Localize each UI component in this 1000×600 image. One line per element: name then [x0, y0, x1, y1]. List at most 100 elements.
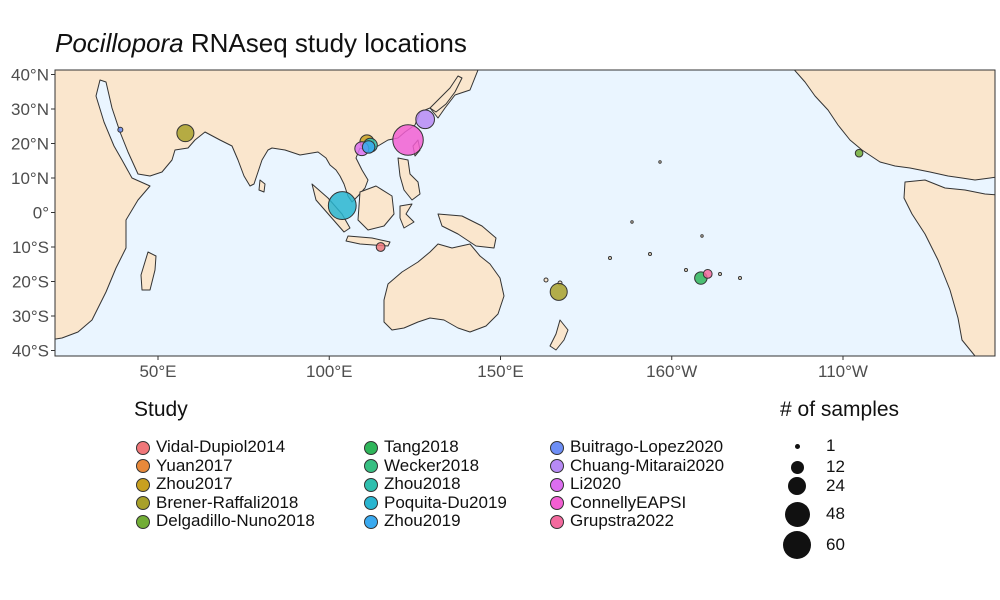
- lat-tick-label: 10°S: [12, 238, 49, 257]
- study-legend-item: Vidal-Dupiol2014: [136, 437, 285, 457]
- lat-tick-label: 30°S: [12, 307, 49, 326]
- lat-tick-label: 40°N: [11, 66, 49, 85]
- study-legend-key: [136, 514, 150, 529]
- sri-lanka: [258, 179, 266, 193]
- study-site-point: [176, 124, 195, 143]
- lat-tick-label: 40°S: [12, 342, 49, 361]
- study-legend-label: ConnellyEAPSI: [570, 492, 687, 512]
- study-legend-label: Zhou2017: [156, 474, 233, 493]
- study-legend-key: [550, 514, 564, 529]
- size-legend-dot: [783, 531, 811, 559]
- new-guinea: [437, 213, 497, 249]
- size-legend-label: 60: [826, 535, 845, 554]
- study-legend-item: Zhou2017: [136, 474, 233, 494]
- island: [543, 277, 549, 283]
- study-site-point: [854, 148, 864, 158]
- new-zealand: [549, 319, 569, 351]
- longitude-axis: 50°E 100°E 150°E 160°W 110°W: [139, 356, 868, 381]
- lon-tick-label: 150°E: [477, 362, 524, 381]
- study-legend-item: ConnellyEAPSI: [550, 493, 686, 513]
- study-legend-label: Zhou2018: [384, 474, 461, 493]
- study-legend-key: [364, 514, 378, 529]
- size-legend-label: 12: [826, 457, 845, 476]
- size-legend-label: 1: [826, 436, 836, 455]
- study-legend-item: Grupstra2022: [550, 511, 674, 531]
- study-legend-key: [550, 440, 564, 455]
- study-legend-label: Zhou2019: [384, 511, 461, 530]
- philippines: [397, 157, 421, 201]
- study-legend-key: [364, 477, 378, 492]
- japan: [429, 75, 463, 113]
- study-site-point: [392, 124, 424, 156]
- lon-tick-label: 100°E: [306, 362, 353, 381]
- lat-tick-label: 10°N: [11, 169, 49, 188]
- lon-tick-label: 50°E: [139, 362, 176, 381]
- study-legend-key: [136, 459, 150, 474]
- study-legend-item: Wecker2018: [364, 456, 479, 476]
- study-legend-item: Zhou2019: [364, 511, 461, 531]
- study-legend-key: [136, 477, 150, 492]
- study-site-point: [361, 140, 376, 154]
- lon-tick-label: 110°W: [818, 362, 868, 381]
- island: [608, 256, 612, 260]
- size-legend-dot: [788, 477, 806, 495]
- study-legend-key: [364, 496, 378, 511]
- study-legend-key: [364, 459, 378, 474]
- size-legend-label: 48: [826, 504, 845, 523]
- study-site-point: [549, 282, 568, 301]
- study-legend-label: Chuang-Mitarai2020: [570, 455, 725, 475]
- lat-tick-label: 20°S: [12, 273, 49, 292]
- study-legend-key: [550, 496, 564, 511]
- sulawesi: [399, 203, 415, 229]
- study-sites: [117, 109, 864, 301]
- title-rest: RNAseq study locations: [183, 28, 467, 58]
- study-legend-label: Vidal-Dupiol2014: [156, 437, 286, 456]
- study-legend-label: Li2020: [570, 474, 622, 493]
- south-america: [903, 179, 995, 356]
- australia: [383, 243, 505, 333]
- study-site-point: [117, 126, 124, 133]
- study-legend-label: Buitrago-Lopez2020: [570, 437, 724, 456]
- study-legend-item: Tang2018: [364, 437, 459, 457]
- size-legend-dot: [784, 501, 810, 527]
- study-legend-label: Poquita-Du2019: [384, 492, 507, 512]
- north-america: [793, 70, 995, 181]
- island: [738, 276, 742, 280]
- lon-tick-label: 160°W: [646, 362, 697, 381]
- size-legend-dot: [790, 460, 804, 474]
- latitude-axis: 40°N 30°N 20°N 10°N 0° 10°S 20°S 30°S 40°S: [11, 66, 55, 361]
- lat-tick-label: 30°N: [11, 100, 49, 119]
- island: [718, 272, 722, 276]
- island: [700, 234, 704, 238]
- study-legend-label: Delgadillo-Nuno2018: [156, 511, 315, 530]
- study-legend-key: [550, 477, 564, 492]
- study-legend-item: Li2020: [550, 474, 621, 494]
- study-legend-item: Zhou2018: [364, 474, 461, 494]
- island: [658, 160, 662, 164]
- study-legend-item: Yuan2017: [136, 456, 233, 476]
- size-legend-label: 24: [826, 476, 845, 495]
- lat-tick-label: 0°: [33, 204, 49, 223]
- study-legend-key: [136, 496, 150, 511]
- study-legend-key: [136, 440, 150, 455]
- study-legend-title: Study: [134, 398, 188, 421]
- study-legend-item: Poquita-Du2019: [364, 493, 507, 513]
- study-legend-item: Buitrago-Lopez2020: [550, 437, 723, 457]
- study-legend-key: [550, 459, 564, 474]
- lat-tick-label: 20°N: [11, 135, 49, 154]
- chart-title: Pocillopora RNAseq study locations: [55, 28, 467, 59]
- study-legend-item: Brener-Raffali2018: [136, 493, 298, 513]
- study-site-point: [375, 242, 386, 252]
- study-legend-label: Grupstra2022: [570, 511, 674, 530]
- madagascar: [140, 251, 157, 291]
- island: [630, 220, 634, 224]
- island: [648, 252, 652, 256]
- study-legend-label: Wecker2018: [384, 455, 480, 475]
- size-legend-title: # of samples: [780, 398, 900, 421]
- island: [684, 268, 688, 272]
- study-site-point: [702, 269, 713, 279]
- study-site-point: [327, 191, 357, 221]
- study-site-point: [415, 109, 435, 130]
- borneo: [357, 185, 395, 231]
- study-legend-label: Brener-Raffali2018: [156, 492, 299, 512]
